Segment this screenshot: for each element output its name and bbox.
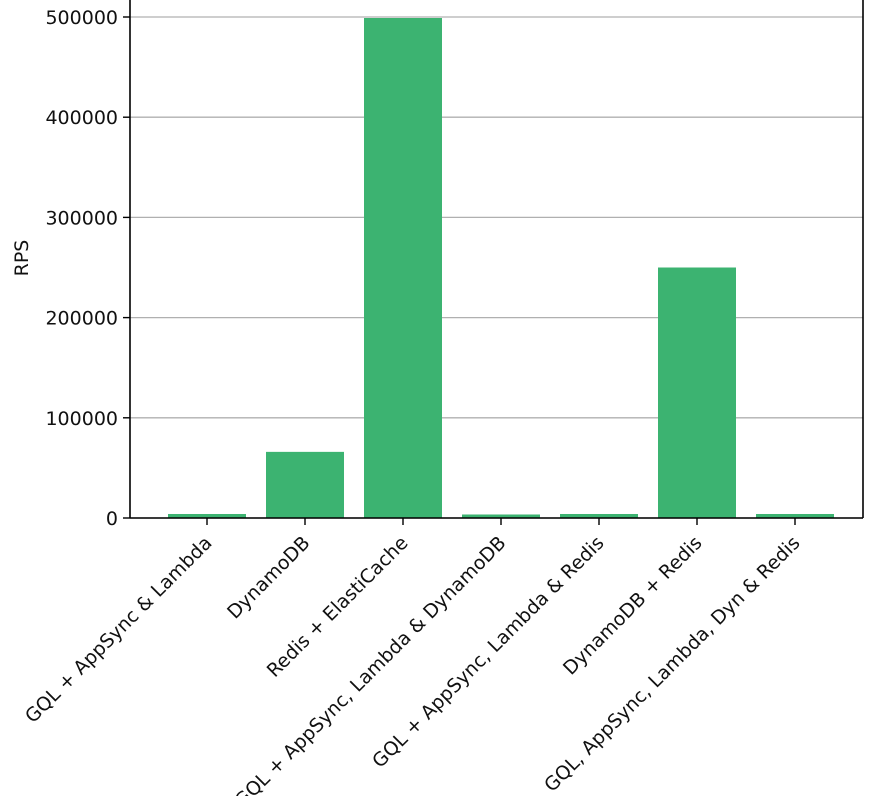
y-tick-label: 200000 bbox=[45, 308, 118, 330]
bar bbox=[364, 18, 442, 518]
x-tick-label: GQL + AppSync & Lambda bbox=[21, 532, 217, 728]
y-tick-label: 500000 bbox=[45, 7, 118, 29]
bar bbox=[168, 513, 246, 518]
bars bbox=[168, 18, 834, 518]
grid-lines bbox=[130, 16, 863, 519]
y-axis-ticks: 0 100000 200000 300000 400000 500000 bbox=[45, 7, 130, 530]
y-tick-label: 100000 bbox=[45, 408, 118, 430]
y-tick-label: 300000 bbox=[45, 207, 118, 229]
y-tick-label: 400000 bbox=[45, 107, 118, 129]
x-tick-label: DynamoDB bbox=[223, 532, 314, 623]
axes bbox=[129, 0, 864, 519]
bar bbox=[756, 513, 834, 518]
bar bbox=[658, 267, 736, 518]
y-tick-label: 0 bbox=[106, 508, 118, 530]
bar bbox=[462, 514, 540, 518]
y-axis-label: RPS bbox=[11, 240, 33, 277]
bar bbox=[560, 513, 638, 518]
bar bbox=[266, 451, 344, 518]
